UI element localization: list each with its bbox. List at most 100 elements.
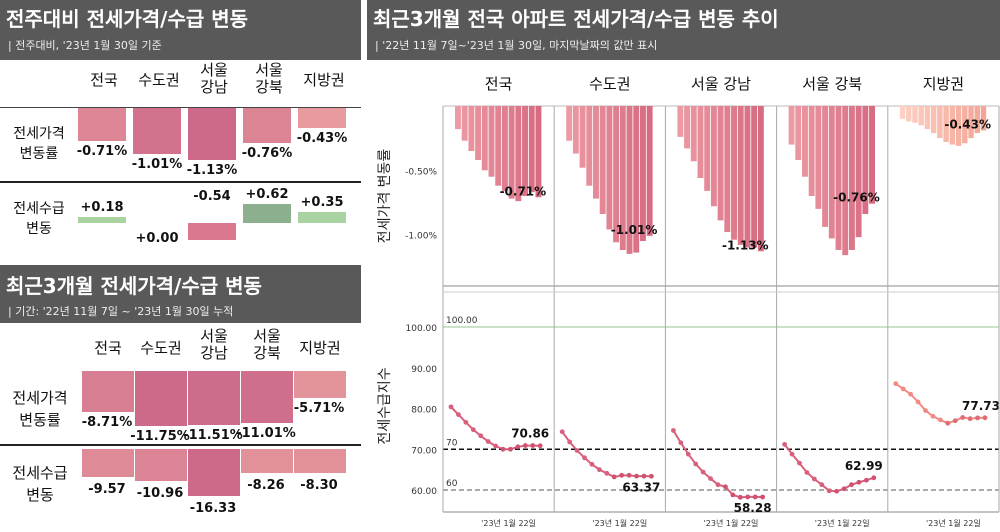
supply-point [856,479,862,485]
supply-point [567,439,573,445]
supply-point [789,451,795,457]
row-label-price: 전세가격 변동률 [12,389,68,429]
region-header: 지방권 [303,71,345,89]
trend-price-bar [918,106,924,126]
trend-price-bar [788,106,795,145]
supply-point [478,433,484,439]
supply-point [900,386,906,392]
trend-price-bar [930,106,937,133]
supply-point [737,494,743,500]
trend-price-bar [566,106,573,141]
y-tick-label: 100.00 [406,324,438,334]
trend-price-bar [613,106,620,243]
cumulative-header: 최근3개월 전세가격/수급 변동 | 기간: '22년 11월 7일 ~ '23… [0,265,361,323]
supply-point [619,472,625,478]
cumulative-title: 최근3개월 전세가격/수급 변동 [6,274,262,298]
region-header: 전국 [94,339,122,357]
supply-point [522,443,528,448]
trend-price-bar [455,106,461,130]
x-tick-label: '23년 1월 22일 [926,518,981,528]
trend-price-bar [912,106,918,123]
table-mid-line [0,181,361,183]
trend-price-bar [639,106,646,241]
supply-point [923,408,928,413]
reference-label: 60 [446,479,458,489]
trend-price-bar [646,106,653,236]
trend-price-bar [795,106,802,160]
end-value-label: 77.73 [962,399,1000,413]
trend-price-bar [606,106,613,230]
row-label-supply: 전세수급 변동 [13,201,65,238]
supply-point [938,417,943,423]
price-bar [133,108,181,155]
supply-bar [243,204,291,223]
supply-point [908,391,914,397]
trend-price-bar [528,106,535,193]
y-tick-label: -0.50% [405,167,437,177]
supply-point [960,415,966,420]
trend-price-bar [535,106,542,198]
supply-bar [82,449,134,477]
end-value-label: -1.01% [611,223,658,237]
supply-point [493,443,498,449]
end-value-label: 58.28 [734,501,772,515]
trend-price-bar [619,106,626,250]
trend-price-bar [508,106,515,199]
trend-price-bar [835,106,842,250]
trend-panel: 최근3개월 전국 아파트 전세가격/수급 변동 추이 | '22년 11월 7일… [367,0,1000,532]
supply-bar [294,449,346,473]
trend-price-bar [731,106,737,240]
supply-value-label: -10.96 [136,485,184,501]
trend-price-bar [724,106,731,232]
trend-price-bar [522,106,528,196]
supply-point [841,486,847,492]
supply-value-label: -8.30 [300,477,338,493]
trend-price-bar [751,106,758,248]
supply-point [700,469,706,475]
y-tick-label: -1.00% [405,232,437,242]
y-tick-label: 60.00 [411,487,437,497]
trend-price-bar [757,106,764,252]
supply-point [470,427,476,433]
supply-point [559,429,565,435]
trend-price-bar [501,106,508,191]
supply-point [626,472,632,478]
supply-bar [135,449,187,481]
table-mid-line [0,444,361,446]
region-header: 서울 강남 [200,61,228,97]
end-value-label: -0.76% [833,191,880,205]
supply-point [708,476,713,481]
supply-point [804,470,810,475]
supply-bar [188,449,240,496]
supply-bar [241,449,293,473]
trend-price-bar [717,106,724,221]
trend-region-header: 수도권 [589,75,630,93]
trend-price-bar [980,106,987,131]
price-bar [135,371,187,426]
price-value-label: -11.01% [236,425,296,441]
panel-divider [361,0,367,532]
supply-bar [298,212,346,223]
supply-point [871,475,877,481]
supply-point [952,418,958,424]
supply-point [463,419,469,425]
trend-price-bar [962,106,968,144]
trend-price-bar [744,106,751,248]
supply-point [782,441,787,447]
region-header: 서울 강북 [253,327,281,363]
table-top-line [0,107,361,108]
supply-point [975,415,980,421]
y-tick-label: 70.00 [411,446,437,456]
end-value-label: -0.71% [500,184,547,198]
trend-price-bar [481,106,488,171]
y-tick-label: 90.00 [411,365,437,375]
trend-price-bar [690,106,697,162]
supply-point [685,451,691,457]
trend-price-bar [488,106,495,177]
price-bar [188,371,240,425]
price-bar [294,371,346,398]
supply-value-label: -16.33 [189,501,237,516]
trend-price-bar [955,106,962,146]
supply-point [500,446,506,452]
trend-price-bar [710,106,717,207]
